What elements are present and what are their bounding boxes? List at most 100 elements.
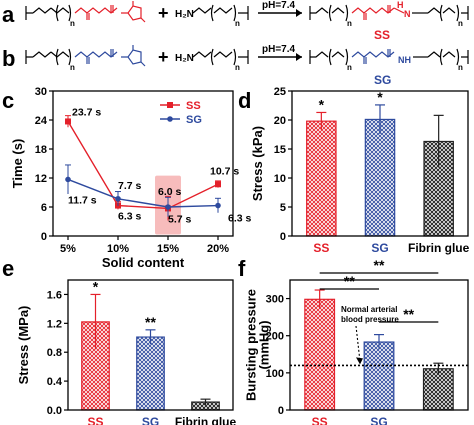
panel-b-arrowhead: [296, 53, 302, 61]
chart-c-xtick-label-2: 15%: [157, 243, 179, 255]
panel-b-scheme: b n + H₂N n pH=7.4: [2, 44, 469, 87]
panel-a-scheme: a n + H₂N n pH=7.4: [2, 0, 469, 42]
panel-b-letter: b: [2, 46, 15, 71]
panel-a-amide-h: H: [397, 0, 404, 10]
chart-f-annotation-arrowhead: [356, 357, 363, 365]
panel-b-amide: NH: [398, 55, 411, 65]
chart-c-xtick-label-0: 5%: [60, 243, 76, 255]
chart-e-ytick-label-2: 0.8: [47, 347, 62, 359]
chart-c-ytick-label-0: 0: [41, 231, 47, 243]
panel-b-product-linker: [351, 49, 395, 64]
panel-a-letter: a: [2, 2, 15, 27]
chart-f-xlabel-1: SG: [370, 415, 387, 425]
chart-d-frame: [291, 90, 469, 237]
chart-f-bracket-label-0: **: [344, 273, 355, 289]
panel-a-nhs-ring: [121, 1, 146, 23]
panel-b-subscript-n2: n: [235, 63, 240, 72]
chart-e-xlabel-1: SG: [142, 415, 159, 425]
chart-d: 0 5 10 15 20 25 * SS * SG Fibrin glue Stress (kPa): [250, 86, 470, 255]
chart-e: 0.0 0.4 0.8 1.2 1.6 * SS ** SG Fibrin glue Stress …: [16, 278, 236, 425]
chart-e-frame: [67, 279, 234, 411]
panel-a-product: [309, 4, 469, 22]
chart-c-datalabel-ss-0: 23.7 s: [72, 106, 101, 118]
chart-d-xlabel-1: SG: [371, 241, 388, 255]
chart-c-legend-label-0: SS: [186, 100, 201, 112]
chart-f-frame: [289, 279, 469, 411]
panel-b-nhs-ring: [121, 45, 146, 67]
chart-f-annotation-arrow: [355, 325, 361, 362]
chart-d-ylabel: Stress (kPa): [250, 126, 265, 201]
chart-f-bar-1: [363, 341, 395, 411]
panel-b-product-label: SG: [374, 73, 391, 87]
chart-e-ylabel: Stress (MPa): [16, 306, 31, 385]
chart-c-ytick-label-4: 24: [35, 115, 48, 127]
panel-a-plus: +: [158, 3, 169, 23]
panel-b-subscript-n1: n: [70, 63, 75, 72]
panel-d-letter: d: [238, 88, 251, 113]
chart-f-ytick-label-3: 300: [266, 294, 284, 306]
chart-e-xlabel-0: SS: [87, 415, 103, 425]
chart-c-datalabel-sg-2: 6.0 s: [158, 186, 182, 198]
chart-c-datalabel-ss-2: 5.7 s: [168, 213, 192, 225]
chart-c-point-ss-0: [65, 118, 71, 125]
chart-d-xlabel-0: SS: [313, 241, 329, 255]
chart-f-bracket-label-1: **: [374, 257, 385, 273]
chart-c-point-sg-2: [165, 204, 171, 210]
panel-b-subscript-n4: n: [458, 63, 463, 72]
panel-a-product-linker: [351, 5, 405, 20]
chart-c-datalabel-sg-3: 6.3 s: [228, 213, 252, 225]
chart-c-ytick-label-5: 30: [35, 86, 47, 98]
chart-c-point-sg-3: [215, 202, 221, 209]
chart-c-ytick-label-1: 6: [41, 202, 47, 214]
panel-b-subscript-n3: n: [347, 63, 352, 72]
panel-b-peg: [25, 48, 72, 66]
chart-f-ylabel: Bursting pressure(mmHg): [244, 289, 272, 401]
chart-e-bar-1: [136, 336, 165, 411]
chart-c-xlabel: Solid content: [102, 255, 185, 270]
chart-d-ytick-label-1: 5: [280, 202, 286, 214]
chart-c-point-sg-1: [115, 195, 121, 202]
chart-d-sig-1: *: [377, 89, 383, 105]
panel-b-product: [309, 48, 469, 66]
chart-c-point-ss-3: [215, 181, 221, 188]
panel-b-plus: +: [158, 47, 169, 67]
chart-c-ytick-label-2: 12: [35, 173, 47, 185]
chart-c-line-ss: [67, 121, 219, 210]
panel-c-letter: c: [2, 88, 14, 113]
panel-a-subscript-n4: n: [458, 19, 463, 28]
chart-e-sig-0: *: [93, 278, 99, 294]
panel-a-peg-ester: [25, 4, 72, 22]
panel-b-amine: H₂N: [175, 53, 194, 64]
panel-a-subscript-n3: n: [347, 19, 352, 28]
chart-f-bar-2: [422, 368, 454, 411]
chart-f-xlabel-0: SS: [312, 415, 328, 425]
panel-e-letter: e: [2, 256, 14, 281]
chart-c-xtick-label-3: 20%: [207, 243, 229, 255]
panel-b-blue-linker: [74, 49, 118, 64]
chart-d-ytick-label-5: 25: [274, 86, 286, 98]
chart-d-sig-0: *: [319, 96, 325, 112]
panel-b-condition: pH=7.4: [262, 44, 296, 55]
chart-c-frame: [52, 90, 234, 237]
panel-a-amine: H₂N: [175, 9, 194, 20]
chart-f-annotation-line1: Normal arterial: [341, 305, 397, 314]
chart-e-xlabel-2: Fibrin glue: [175, 415, 237, 425]
panel-a-product-label: SS: [374, 28, 390, 42]
chart-d-bar-1: [364, 118, 396, 237]
panel-b-amine-peg: [192, 48, 249, 66]
chart-e-ytick-label-0: 0.0: [47, 405, 62, 417]
chart-c-datalabel-sg-0: 11.7 s: [68, 194, 97, 206]
chart-e-sig-1: **: [145, 314, 156, 330]
panel-a-amine-peg: [192, 4, 249, 22]
panel-f-letter: f: [238, 256, 246, 281]
chart-d-ytick-label-2: 10: [274, 173, 286, 185]
panel-a-arrowhead: [296, 9, 302, 17]
chart-c-datalabel-sg-1: 7.7 s: [118, 180, 142, 192]
chart-c: 0 6 12 18 24 30 5% 10% 15% 20% 23.7 s 6.3 s 5.7 s 10.…: [10, 86, 252, 270]
chart-c-datalabel-ss-3: 10.7 s: [210, 165, 239, 177]
chart-c-xtick-label-1: 10%: [107, 243, 129, 255]
chart-e-ytick-label-4: 1.6: [47, 289, 62, 301]
chart-d-ytick-label-0: 0: [280, 231, 286, 243]
chart-c-datalabel-ss-1: 6.3 s: [118, 211, 142, 223]
